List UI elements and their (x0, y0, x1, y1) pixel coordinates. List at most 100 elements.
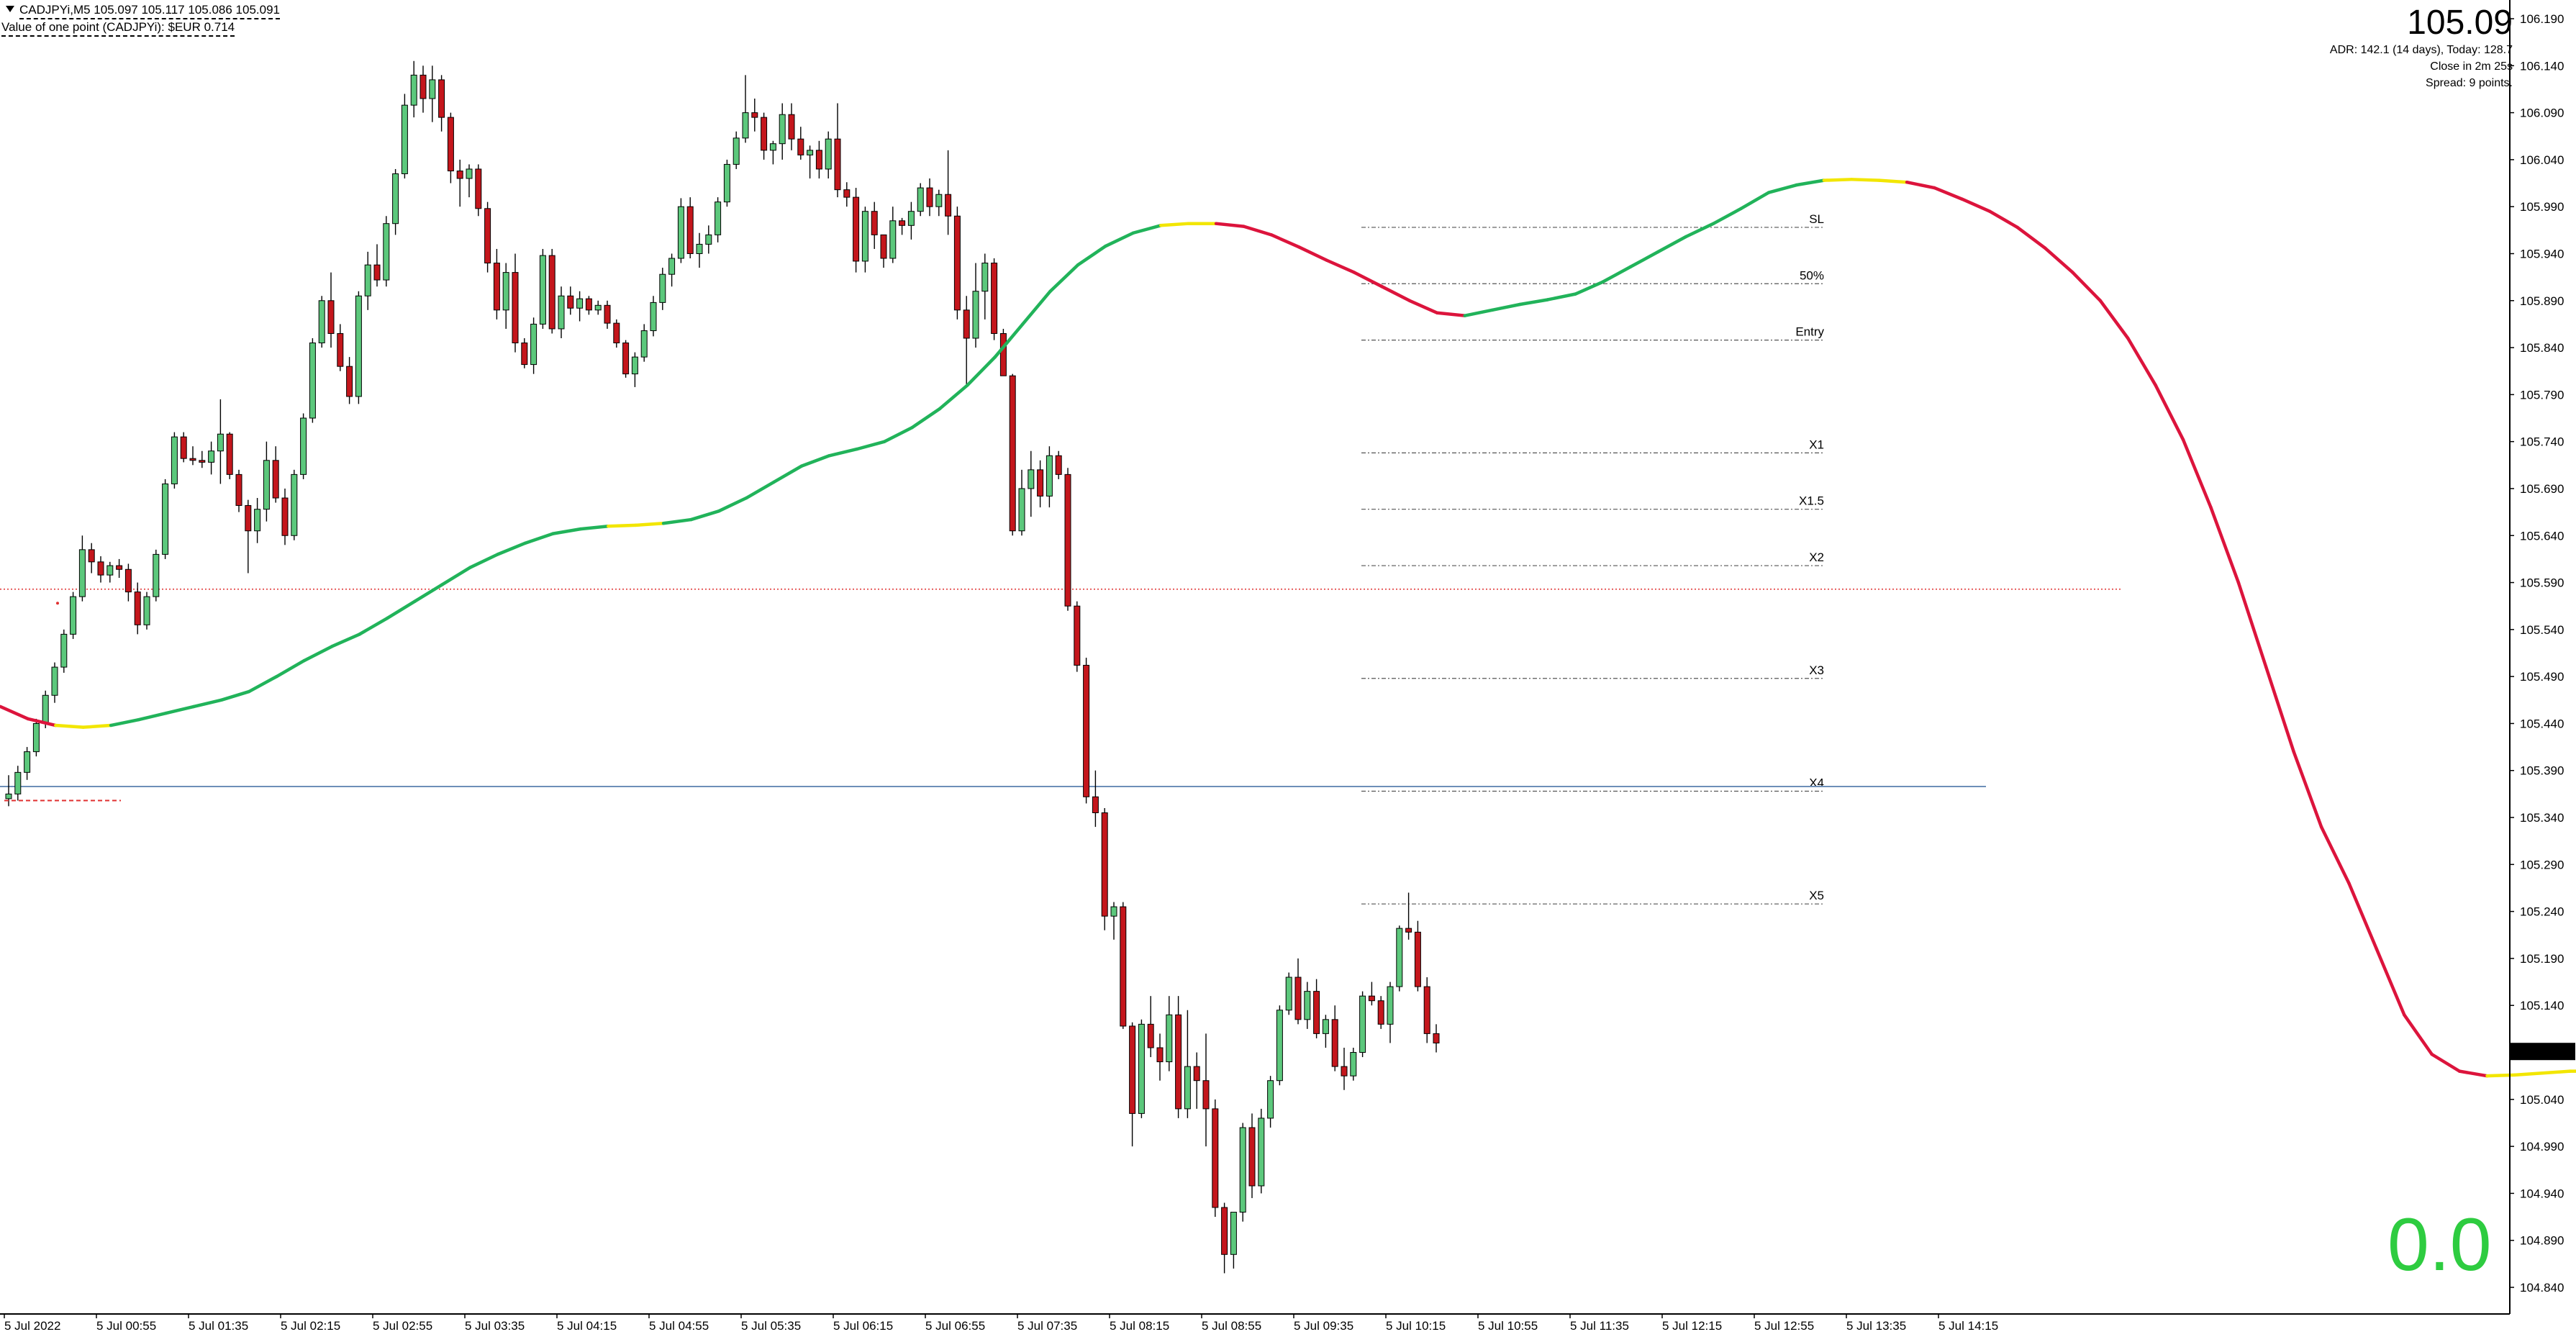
bear-candle-body (999, 332, 1007, 376)
candle (991, 258, 998, 340)
chart-extras (4, 602, 121, 802)
candle (14, 766, 22, 801)
bull-candle-body (530, 323, 538, 366)
candle (373, 244, 381, 287)
candle (143, 592, 150, 630)
candle (1046, 446, 1053, 508)
time-tick-label: 5 Jul 12:15 (1662, 1319, 1722, 1333)
candle (880, 234, 887, 268)
ma-segment (192, 698, 223, 709)
dropdown-triangle-icon[interactable] (6, 6, 14, 12)
horizontal-lines (0, 588, 2123, 787)
bear-candle-body (1212, 1108, 1219, 1208)
candle (1341, 1047, 1348, 1090)
candle (1064, 468, 1071, 611)
time-tick-label: 5 Jul 12:55 (1754, 1319, 1814, 1333)
price-tick-label: 105.640 (2520, 529, 2564, 543)
bear-candle-body (438, 79, 445, 118)
candle (1202, 1033, 1210, 1147)
ma-segment (1214, 222, 1246, 228)
candle (1193, 1052, 1200, 1109)
candle (576, 291, 584, 322)
bull-candle-body (208, 450, 215, 463)
bull-candle-body (1258, 1118, 1265, 1187)
bear-candle-body (843, 189, 851, 198)
candle (235, 469, 242, 512)
candle (548, 248, 555, 334)
ma-segment (385, 599, 417, 620)
candle (899, 217, 906, 235)
ma-segment (689, 509, 721, 522)
ma-segment (2236, 581, 2268, 669)
ma-segment (0, 704, 30, 721)
candle (1313, 979, 1320, 1038)
ma-segment (1407, 299, 1439, 315)
bear-candle-body (1221, 1207, 1228, 1255)
ma-segment (1822, 178, 1854, 182)
bull-candle-body (5, 793, 12, 799)
candle (1092, 770, 1099, 828)
candle (502, 263, 509, 329)
bear-candle-body (373, 264, 381, 281)
candle (622, 340, 630, 378)
bull-candle-body (1387, 986, 1394, 1025)
moving-average (0, 178, 2576, 1078)
ma-segment (2181, 438, 2213, 509)
candle (217, 399, 224, 484)
bull-candle-body (696, 243, 703, 254)
candle (558, 286, 565, 339)
ma-segment (634, 522, 666, 527)
time-tick-label: 5 Jul 14:15 (1938, 1319, 1998, 1333)
bull-candle-body (355, 295, 362, 397)
ma-segment (1076, 244, 1107, 267)
price-tick-label: 105.290 (2520, 858, 2564, 871)
bear-candle-body (521, 343, 528, 366)
bull-candle-body (70, 596, 77, 635)
candle (861, 207, 869, 273)
bear-candle-body (1433, 1033, 1440, 1043)
candle (318, 296, 325, 348)
point-value-info: Value of one point (CADJPYi): $EUR 0.714 (1, 20, 235, 37)
price-tick-label: 105.390 (2520, 764, 2564, 778)
candle (475, 164, 482, 217)
candle (613, 319, 620, 348)
candle (97, 556, 104, 583)
candle (281, 488, 289, 545)
candle (889, 207, 897, 263)
candle (1350, 1047, 1357, 1081)
bull-candle-body (171, 436, 178, 484)
bull-candle-body (1018, 488, 1025, 532)
bear-candle-body (880, 234, 887, 259)
bull-candle-body (889, 220, 897, 259)
bear-candle-body (899, 220, 906, 226)
candle (769, 140, 776, 165)
candle (1304, 982, 1311, 1029)
ma-segment (164, 704, 196, 715)
time-axis[interactable]: 5 Jul 2022 5 Jul 00:55 5 Jul 01:35 5 Jul 02… (4, 1314, 1998, 1333)
current-price-label: 105.091 (2520, 1045, 2564, 1059)
candle (1359, 991, 1366, 1058)
bear-candle-body (945, 194, 952, 217)
price-tick-label: 104.840 (2520, 1281, 2564, 1295)
candle (1083, 658, 1090, 804)
candle (853, 188, 860, 273)
bear-candle-body (548, 255, 555, 330)
candle (843, 182, 851, 207)
candle (1166, 996, 1173, 1071)
price-axis[interactable]: 106.190 106.140 106.090 106.040 105.990 105.9… (2510, 12, 2564, 1295)
bull-candle-body (981, 263, 989, 292)
candle (1396, 925, 1403, 992)
time-tick-label: 5 Jul 01:35 (189, 1319, 248, 1333)
bear-candle-body (1129, 1025, 1136, 1114)
candle (153, 549, 160, 602)
ma-segment (2319, 825, 2351, 885)
bull-candle-body (1028, 469, 1035, 489)
candle (254, 498, 261, 543)
candle (1405, 892, 1412, 940)
candle (106, 561, 114, 583)
candle (1184, 1010, 1191, 1118)
bear-candle-body (116, 565, 123, 570)
bear-candle-body (622, 343, 630, 375)
candle (438, 75, 445, 132)
